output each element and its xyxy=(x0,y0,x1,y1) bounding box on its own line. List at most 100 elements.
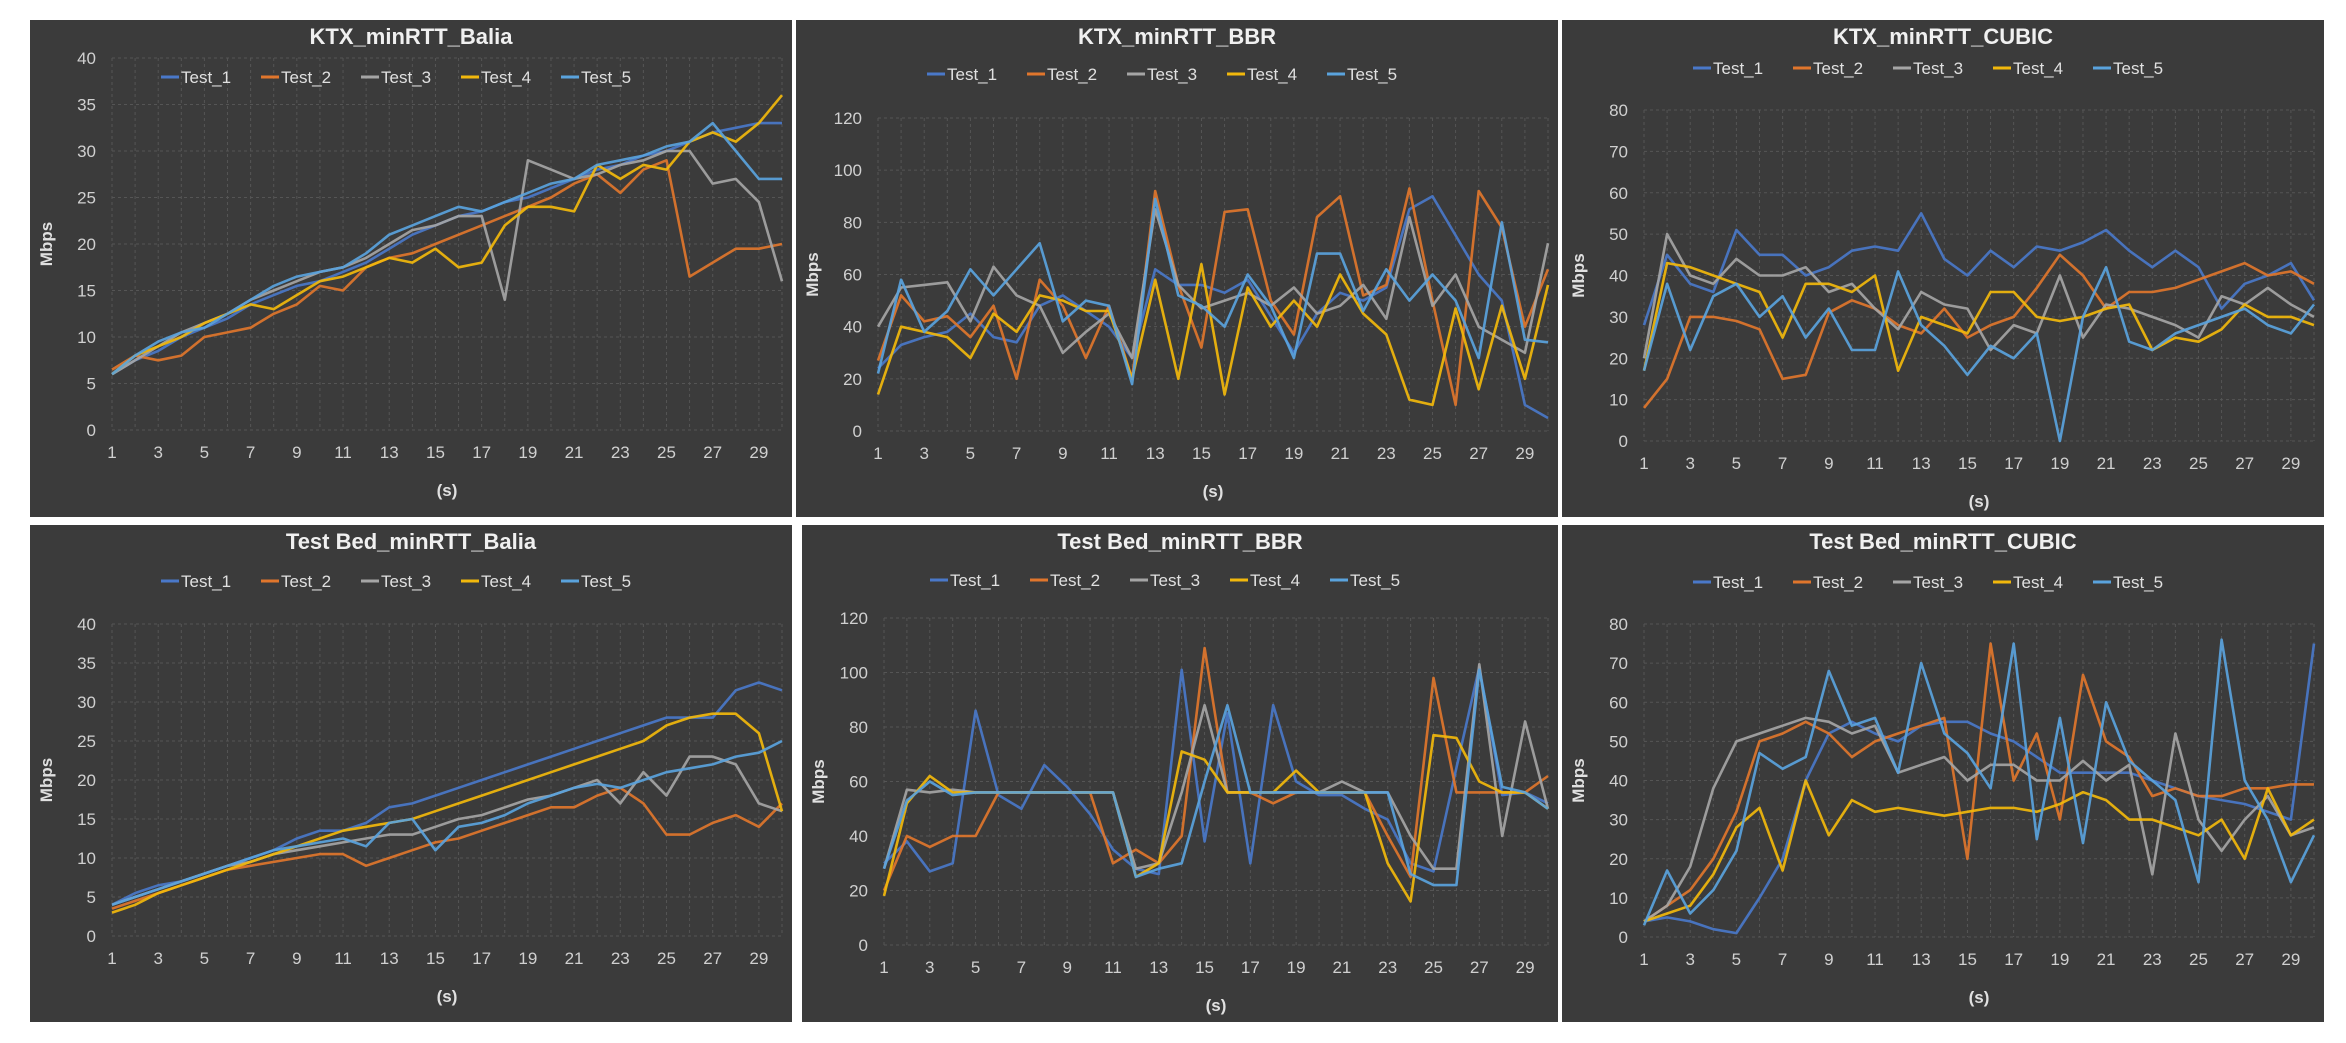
y-tick-label: 40 xyxy=(1609,772,1628,791)
y-tick-label: 100 xyxy=(834,161,862,180)
legend-label: Test_2 xyxy=(281,572,331,591)
y-tick-label: 10 xyxy=(77,328,96,347)
x-tick-label: 1 xyxy=(1639,454,1648,473)
y-tick-label: 30 xyxy=(1609,308,1628,327)
legend-label: Test_4 xyxy=(1250,571,1300,590)
x-tick-label: 9 xyxy=(1824,950,1833,969)
legend-item: Test_4 xyxy=(1993,573,2063,592)
series-line-test-4 xyxy=(876,262,1550,407)
y-tick-label: 40 xyxy=(77,49,96,68)
x-tick-label: 7 xyxy=(1012,444,1021,463)
series-line-test-5 xyxy=(1642,638,2316,926)
gridlines xyxy=(1643,109,2315,442)
x-tick-label: 9 xyxy=(1062,958,1071,977)
x-tick-label: 17 xyxy=(2004,454,2023,473)
legend-label: Test_4 xyxy=(2013,59,2063,78)
x-tick-label: 7 xyxy=(246,443,255,462)
legend-item: Test_5 xyxy=(2093,59,2163,78)
x-tick-label: 29 xyxy=(1516,958,1535,977)
y-tick-label: 20 xyxy=(77,235,96,254)
legend-item: Test_4 xyxy=(1227,65,1297,84)
x-tick-label: 21 xyxy=(2097,950,2116,969)
chart-title: KTX_minRTT_Balia xyxy=(310,24,514,49)
x-tick-label: 19 xyxy=(1284,444,1303,463)
y-tick-label: 40 xyxy=(1609,267,1628,286)
legend-label: Test_1 xyxy=(947,65,997,84)
x-tick-label: 15 xyxy=(1192,444,1211,463)
y-axis-label: Mbps xyxy=(1569,758,1588,802)
x-tick-label: 19 xyxy=(518,949,537,968)
x-tick-label: 13 xyxy=(1149,958,1168,977)
series-line-test-4 xyxy=(1643,779,2315,923)
legend-item: Test_2 xyxy=(1027,65,1097,84)
x-tick-label: 19 xyxy=(518,443,537,462)
chart-panel-ktx-balia: KTX_minRTT_Balia 0 5 10 15 20 25 30 35 40 1 3 5 7 9 11 1… xyxy=(30,20,792,517)
y-tick-label: 80 xyxy=(843,213,862,232)
x-tick-label: 13 xyxy=(380,949,399,968)
series-line-test-5 xyxy=(111,739,783,907)
legend-item: Test_2 xyxy=(1793,573,1863,592)
legend-item: Test_4 xyxy=(1993,59,2063,78)
legend-label: Test_4 xyxy=(481,68,531,87)
x-tick-label: 5 xyxy=(1732,950,1741,969)
y-tick-label: 0 xyxy=(853,422,862,441)
x-tick-label: 1 xyxy=(107,443,116,462)
x-tick-label: 15 xyxy=(1958,950,1977,969)
x-tick-label: 23 xyxy=(611,443,630,462)
gridlines xyxy=(1643,623,2315,938)
legend-label: Test_3 xyxy=(381,68,431,87)
legend-item: Test_2 xyxy=(261,572,331,591)
legend-label: Test_2 xyxy=(1813,59,1863,78)
legend-item: Test_2 xyxy=(1793,59,1863,78)
x-tick-label: 7 xyxy=(1778,950,1787,969)
y-tick-label: 60 xyxy=(849,773,868,792)
legend-label: Test_1 xyxy=(950,571,1000,590)
legend-label: Test_3 xyxy=(1913,573,1963,592)
x-tick-label: 5 xyxy=(1732,454,1741,473)
y-tick-label: 120 xyxy=(834,109,862,128)
x-tick-label: 7 xyxy=(246,949,255,968)
y-tick-label: 30 xyxy=(77,693,96,712)
y-tick-label: 20 xyxy=(1609,850,1628,869)
x-tick-label: 25 xyxy=(657,443,676,462)
legend-label: Test_5 xyxy=(2113,573,2163,592)
x-axis-label: (s) xyxy=(1969,492,1990,511)
legend-item: Test_5 xyxy=(561,68,631,87)
x-tick-label: 9 xyxy=(292,949,301,968)
series-line-test-4 xyxy=(111,712,784,914)
x-tick-label: 9 xyxy=(1058,444,1067,463)
legend-item: Test_5 xyxy=(1327,65,1397,84)
y-axis-label: Mbps xyxy=(37,222,56,266)
legend-label: Test_2 xyxy=(281,68,331,87)
x-tick-label: 11 xyxy=(1104,958,1122,977)
x-tick-label: 29 xyxy=(1515,444,1534,463)
series-line-test-5 xyxy=(111,121,782,376)
x-tick-label: 25 xyxy=(1424,958,1443,977)
y-tick-label: 10 xyxy=(77,849,96,868)
legend-item: Test_1 xyxy=(1693,573,1763,592)
y-axis-label: Mbps xyxy=(803,252,822,296)
legend-item: Test_4 xyxy=(461,68,531,87)
x-axis-label: (s) xyxy=(437,987,458,1006)
legend-label: Test_1 xyxy=(1713,573,1763,592)
x-tick-label: 17 xyxy=(2004,950,2023,969)
y-tick-label: 40 xyxy=(849,827,868,846)
x-tick-label: 3 xyxy=(153,949,162,968)
series-line-test-3 xyxy=(111,149,784,376)
y-tick-label: 40 xyxy=(843,318,862,337)
x-tick-label: 5 xyxy=(971,958,980,977)
x-tick-label: 5 xyxy=(966,444,975,463)
y-tick-label: 80 xyxy=(1609,615,1628,634)
legend-label: Test_3 xyxy=(1150,571,1200,590)
series-line-test-5 xyxy=(882,668,1549,887)
x-tick-label: 27 xyxy=(2235,454,2254,473)
legend-label: Test_2 xyxy=(1050,571,1100,590)
series-line-test-4 xyxy=(1642,261,2315,373)
x-tick-label: 17 xyxy=(472,443,491,462)
legend-label: Test_4 xyxy=(2013,573,2063,592)
x-tick-label: 11 xyxy=(334,949,352,968)
chart-panel-ktx-cubic: KTX_minRTT_CUBIC 0 10 20 30 40 50 60 70 80 1 3 5 7 9 11… xyxy=(1562,20,2324,517)
